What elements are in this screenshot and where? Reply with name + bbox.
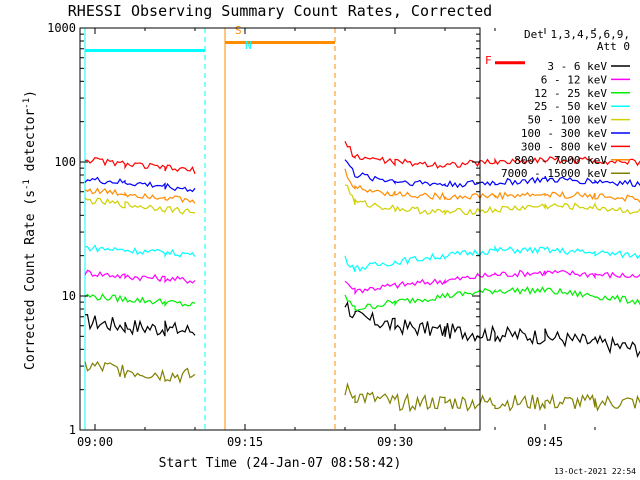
series-8 — [84, 360, 640, 413]
legend-label-0: 3 - 6 keV — [547, 60, 607, 73]
series-line-1-1 — [344, 269, 640, 296]
series-line-7-1 — [344, 168, 640, 203]
y-tick-label-1: 10 — [62, 289, 76, 303]
series-3 — [84, 244, 640, 273]
series-line-0-0 — [84, 313, 196, 337]
series-6 — [84, 141, 640, 175]
series-line-8-0 — [84, 360, 196, 384]
series-2 — [84, 286, 640, 312]
annotation-n: N — [245, 39, 252, 52]
y-axis-ticks: 1 10 100 1000 — [47, 21, 480, 437]
legend-label-8: 7000 - 15000 keV — [501, 167, 607, 180]
x-tick-label-2: 09:30 — [377, 435, 413, 449]
series-line-5-1 — [344, 159, 640, 189]
legend-label-1: 6 - 12 keV — [541, 73, 608, 86]
y-axis-label: Corrected Count Rate (s-1 detector-1) — [22, 90, 38, 370]
series-line-2-1 — [344, 286, 640, 312]
series-line-1-0 — [84, 269, 196, 284]
series-line-3-0 — [84, 244, 196, 259]
legend-label-3: 25 - 50 keV — [534, 100, 607, 113]
series-line-8-1 — [344, 382, 640, 413]
series-1 — [84, 269, 640, 296]
legend-label-6: 300 - 800 keV — [521, 140, 607, 153]
series-0 — [84, 300, 640, 359]
series-7 — [84, 168, 640, 204]
y-tick-label-0: 1 — [69, 423, 76, 437]
timestamp: 13-Oct-2021 22:54 — [554, 467, 636, 476]
series-line-6-1 — [344, 141, 640, 169]
plot-layer: SN F — [84, 24, 640, 430]
series-line-0-1 — [344, 300, 640, 359]
annotation-s: S — [235, 24, 242, 37]
y-tick-label-3: 1000 — [47, 21, 76, 35]
x-axis-label: Start Time (24-Jan-07 08:58:42) — [159, 456, 402, 471]
legend-label-5: 100 - 300 keV — [521, 127, 607, 140]
series-line-5-0 — [84, 176, 196, 193]
series-line-4-0 — [84, 197, 196, 215]
legend-label-2: 12 - 25 keV — [534, 87, 607, 100]
series-line-3-1 — [344, 244, 640, 273]
series-line-2-0 — [84, 293, 196, 308]
plot-frame — [79, 27, 481, 431]
series-line-4-1 — [344, 184, 640, 216]
x-tick-label-1: 09:15 — [227, 435, 263, 449]
x-tick-label-0: 09:00 — [77, 435, 113, 449]
y-tick-label-2: 100 — [54, 155, 76, 169]
x-tick-label-3: 09:45 — [527, 435, 563, 449]
legend-header-line-2: Att 0 — [597, 40, 630, 53]
chart-title: RHESSI Observing Summary Count Rates, Co… — [68, 2, 492, 20]
series-line-7-0 — [84, 187, 196, 204]
legend-label-7: 800 - 7000 keV — [514, 154, 607, 167]
series-4 — [84, 184, 640, 216]
annotation-f: F — [485, 54, 492, 67]
legend-header-line-1: Det 1,3,4,5,6,9, — [524, 28, 630, 41]
series-5 — [84, 159, 640, 193]
legend-label-4: 50 - 100 keV — [528, 114, 608, 127]
series-line-6-0 — [84, 157, 196, 175]
